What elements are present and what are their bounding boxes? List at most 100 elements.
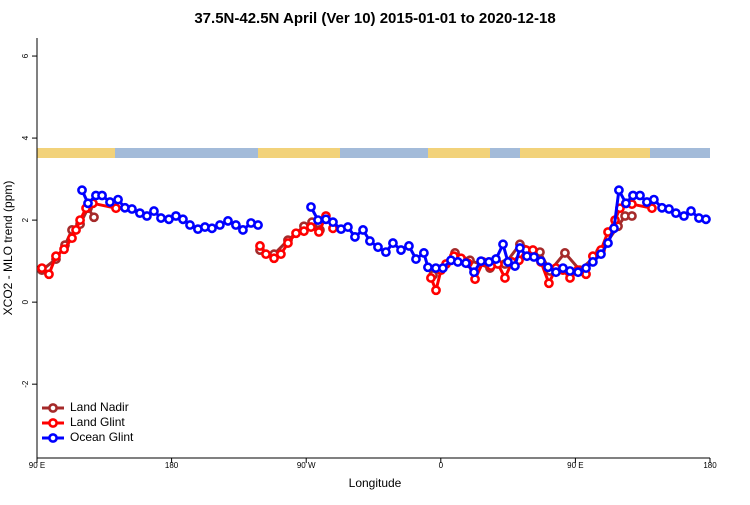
- data-point: [231, 220, 241, 230]
- data-point: [44, 269, 54, 280]
- data-point: [373, 242, 383, 253]
- data-point: [343, 222, 353, 232]
- data-point: [510, 261, 520, 271]
- data-point: [437, 263, 448, 273]
- data-point: [469, 267, 479, 278]
- data-point: [306, 202, 316, 212]
- data-point: [306, 222, 316, 232]
- data-point: [299, 226, 309, 237]
- data-point: [314, 227, 324, 237]
- x-axis-label: Longitude: [349, 476, 402, 490]
- data-point: [515, 243, 525, 253]
- data-point: [113, 194, 123, 205]
- data-point: [83, 198, 93, 209]
- data-point: [565, 266, 575, 276]
- data-point: [426, 273, 436, 283]
- data-point: [609, 223, 619, 234]
- data-point: [238, 225, 248, 235]
- data-point: [603, 238, 613, 248]
- y-axis-label: XCO2 - MLO trend (ppm): [1, 181, 15, 316]
- data-point: [404, 241, 414, 251]
- x-tick-label: 0: [439, 461, 444, 470]
- data-point: [365, 236, 375, 246]
- data-point: [679, 211, 689, 221]
- data-point: [77, 185, 87, 196]
- data-point: [452, 257, 463, 267]
- data-point: [701, 214, 711, 225]
- data-point: [581, 263, 591, 273]
- data-point: [503, 257, 513, 267]
- data-point: [551, 267, 561, 278]
- y-tick-label: 0: [21, 299, 30, 304]
- data-point: [253, 220, 263, 230]
- y-tick-label: -2: [21, 380, 30, 388]
- x-tick-label: 90 W: [297, 461, 316, 470]
- data-point: [127, 204, 137, 214]
- chart-title: 37.5N-42.5N April (Ver 10) 2015-01-01 to…: [194, 10, 555, 27]
- x-tick-label: 180: [703, 461, 717, 470]
- y-tick-label: 2: [21, 217, 30, 222]
- legend-swatch-marker: [48, 403, 58, 413]
- legend-label: Ocean Glint: [70, 430, 134, 444]
- data-point: [573, 267, 583, 278]
- x-tick-label: 180: [165, 461, 179, 470]
- data-point: [105, 197, 115, 207]
- data-point: [261, 249, 271, 260]
- data-point: [381, 247, 391, 258]
- data-point: [89, 212, 99, 223]
- plot-area: 90 E 180 90 W 0 90 E 180 -2 0 2 4 6 Land NadirLand …: [21, 38, 717, 470]
- data-point: [328, 217, 338, 228]
- data-point: [649, 194, 659, 205]
- data-point: [207, 223, 217, 234]
- legend-swatch-marker: [48, 418, 58, 428]
- x-tick-label: 90 E: [29, 461, 45, 470]
- data-point: [543, 262, 553, 273]
- data-point: [358, 225, 368, 235]
- data-point: [388, 238, 398, 248]
- data-point: [431, 285, 441, 296]
- data-point: [149, 206, 159, 216]
- data-point: [491, 254, 501, 264]
- data-point: [156, 213, 166, 223]
- data-point: [142, 211, 152, 221]
- data-point: [75, 215, 85, 226]
- data-point: [350, 232, 360, 242]
- x-tick-label: 90 E: [567, 461, 583, 470]
- data-point: [461, 258, 471, 269]
- data-point: [621, 198, 631, 209]
- y-tick-label: 6: [21, 53, 30, 58]
- data-point: [419, 248, 429, 258]
- data-point: [614, 185, 624, 196]
- data-point: [215, 220, 225, 230]
- data-point: [498, 239, 508, 250]
- data-point: [269, 253, 279, 264]
- data-point: [37, 263, 47, 273]
- data-point: [500, 273, 510, 283]
- data-point: [544, 278, 554, 289]
- data-point: [71, 225, 81, 235]
- data-point: [664, 204, 674, 214]
- data-point: [671, 208, 681, 219]
- data-point: [111, 203, 121, 214]
- data-point: [97, 190, 107, 201]
- data-point: [59, 244, 69, 255]
- data-point: [423, 262, 433, 273]
- data-point: [476, 256, 486, 267]
- data-point: [313, 215, 323, 226]
- data-point: [223, 216, 233, 226]
- data-point: [291, 228, 301, 239]
- data-point: [411, 254, 421, 264]
- data-point: [686, 206, 696, 216]
- y-tick-label: 4: [21, 135, 30, 140]
- land-ocean-strip: [37, 148, 710, 158]
- data-point: [67, 233, 77, 244]
- data-point: [627, 211, 637, 221]
- legend-label: Land Glint: [70, 415, 125, 429]
- data-point: [587, 257, 598, 267]
- data-point: [647, 203, 657, 214]
- data-point: [178, 214, 188, 225]
- data-point: [396, 245, 406, 255]
- data-point: [185, 220, 195, 230]
- legend-label: Land Nadir: [70, 400, 129, 414]
